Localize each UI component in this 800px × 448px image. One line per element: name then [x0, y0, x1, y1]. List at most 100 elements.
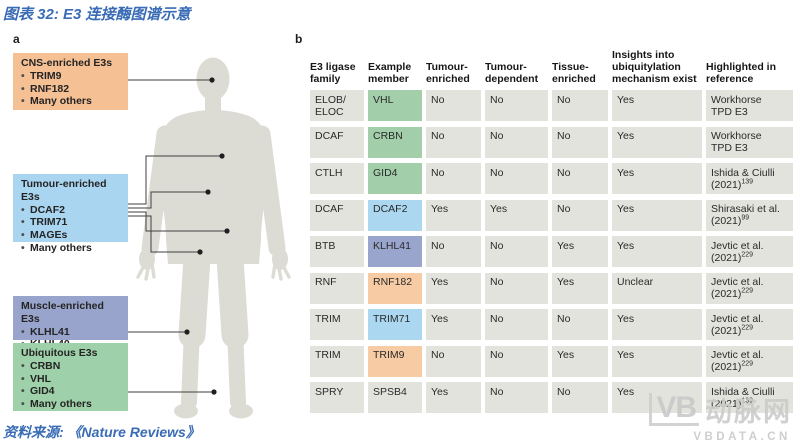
cell-reference: Jevtic et al. (2021)229 — [706, 309, 793, 340]
cell-reference: Jevtic et al. (2021)229 — [706, 272, 793, 304]
box-title: Muscle-enriched E3s — [21, 300, 104, 325]
cns-enriched-box: CNS-enriched E3s TRIM9 RNF182 Many other… — [13, 53, 128, 110]
bullet-icon — [21, 83, 30, 96]
list-item: Many others — [21, 242, 122, 255]
list-item: RNF182 — [21, 83, 122, 96]
list-item: TRIM71 — [21, 216, 122, 229]
cell-tumour-enriched: No — [426, 236, 481, 267]
bullet-icon — [21, 242, 30, 255]
box-title: Tumour-enriched E3s — [21, 178, 107, 203]
cell-tissue-enriched: No — [552, 382, 608, 413]
box-title: Ubiquitous E3s — [21, 347, 98, 359]
list-item: KLHL41 — [21, 326, 122, 339]
tumour-enriched-box: Tumour-enriched E3s DCAF2 TRIM71 MAGEs M… — [13, 174, 128, 254]
cell-tumour-dependent: Yes — [485, 199, 548, 231]
cell-insights: Yes — [612, 163, 702, 194]
cell-member: GID4 — [368, 163, 422, 194]
cell-tumour-dependent: No — [485, 126, 548, 158]
col-header-family: E3 ligase family — [310, 61, 356, 85]
connector-lines — [128, 79, 227, 393]
list-item: DCAF2 — [21, 204, 122, 217]
e3-ligase-table: E3 ligase family Example member Tumour- … — [310, 47, 793, 419]
col-header-insights: Insights into ubiquitylation mechanism e… — [612, 49, 697, 85]
cell-member: KLHL41 — [368, 236, 422, 267]
cell-tumour-enriched: No — [426, 163, 481, 194]
list-item: VHL — [21, 373, 122, 386]
list-item: GID4 — [21, 385, 122, 398]
ubiquitous-box: Ubiquitous E3s CRBN VHL GID4 Many others — [13, 343, 128, 411]
list-item: TRIM9 — [21, 70, 122, 83]
cell-tumour-dependent: No — [485, 236, 548, 267]
table-row: CTLH GID4 No No No Yes Ishida & Ciulli (… — [310, 163, 793, 194]
cell-insights: Yes — [612, 199, 702, 231]
cell-tumour-dependent: No — [485, 272, 548, 304]
cell-family: CTLH — [310, 163, 364, 194]
cell-reference: Ishida & Ciulli (2021)139 — [706, 163, 793, 194]
cell-tissue-enriched: No — [552, 309, 608, 340]
cell-tissue-enriched: Yes — [552, 272, 608, 304]
col-header-reference: Highlighted in reference — [706, 61, 776, 85]
body-silhouette — [136, 57, 291, 419]
cell-tumour-enriched: No — [426, 345, 481, 377]
list-item: Many others — [21, 95, 122, 108]
watermark-name: 动脉网 — [705, 397, 792, 427]
col-header-member: Example member — [368, 61, 412, 85]
bullet-icon — [21, 360, 30, 373]
cell-family: SPRY — [310, 382, 364, 413]
cell-tumour-dependent: No — [485, 382, 548, 413]
bullet-icon — [21, 373, 30, 386]
cell-tumour-enriched: Yes — [426, 382, 481, 413]
cell-tissue-enriched: No — [552, 126, 608, 158]
cell-reference: Jevtic et al. (2021)229 — [706, 345, 793, 377]
cell-tumour-dependent: No — [485, 345, 548, 377]
bullet-icon — [21, 95, 30, 108]
table-row: DCAF CRBN No No No Yes Workhorse TPD E3 — [310, 126, 793, 158]
col-header-tumour-dependent: Tumour- dependent — [485, 61, 539, 85]
connector-dots — [184, 77, 230, 395]
bullet-icon — [21, 229, 30, 242]
cell-member: CRBN — [368, 126, 422, 158]
cell-tumour-enriched: Yes — [426, 309, 481, 340]
muscle-enriched-box: Muscle-enriched E3s KLHL41 KLHL40 — [13, 296, 128, 350]
cell-insights: Unclear — [612, 272, 702, 304]
cell-member: TRIM9 — [368, 345, 422, 377]
cell-tissue-enriched: Yes — [552, 345, 608, 377]
cell-member: SPSB4 — [368, 382, 422, 413]
col-header-tumour-enriched: Tumour- enriched — [426, 61, 470, 85]
bullet-icon — [21, 398, 30, 411]
cell-tumour-enriched: Yes — [426, 272, 481, 304]
cell-insights: Yes — [612, 90, 702, 121]
cell-tumour-enriched: No — [426, 90, 481, 121]
col-header-tissue-enriched: Tissue- enriched — [552, 61, 596, 85]
table-header-row: E3 ligase family Example member Tumour- … — [310, 47, 793, 85]
cell-tumour-enriched: No — [426, 126, 481, 158]
table-row: TRIM TRIM9 No No Yes Yes Jevtic et al. (… — [310, 345, 793, 377]
cell-tissue-enriched: Yes — [552, 236, 608, 267]
vbdata-watermark: VB 动脉网 VBDATA.CN — [649, 390, 792, 443]
cell-tumour-dependent: No — [485, 309, 548, 340]
table-row: TRIM TRIM71 Yes No No Yes Jevtic et al. … — [310, 309, 793, 340]
cell-tumour-dependent: No — [485, 90, 548, 121]
list-item: MAGEs — [21, 229, 122, 242]
bullet-icon — [21, 385, 30, 398]
cell-insights: Yes — [612, 309, 702, 340]
cell-reference: Workhorse TPD E3 — [706, 90, 793, 121]
cell-member: DCAF2 — [368, 199, 422, 231]
cell-family: BTB — [310, 236, 364, 267]
cell-insights: Yes — [612, 236, 702, 267]
cell-family: ELOB/ ELOC — [310, 90, 364, 121]
box-title: CNS-enriched E3s — [21, 57, 113, 69]
bullet-icon — [21, 326, 30, 339]
list-item: CRBN — [21, 360, 122, 373]
cell-insights: Yes — [612, 345, 702, 377]
table-row: BTB KLHL41 No No Yes Yes Jevtic et al. (… — [310, 236, 793, 267]
watermark-site: VBDATA.CN — [693, 431, 791, 443]
cell-member: RNF182 — [368, 272, 422, 304]
cell-reference: Workhorse TPD E3 — [706, 126, 793, 158]
panel-a-label: a — [13, 32, 20, 46]
cell-family: RNF — [310, 272, 364, 304]
cell-tissue-enriched: No — [552, 90, 608, 121]
cell-reference: Jevtic et al. (2021)229 — [706, 236, 793, 267]
